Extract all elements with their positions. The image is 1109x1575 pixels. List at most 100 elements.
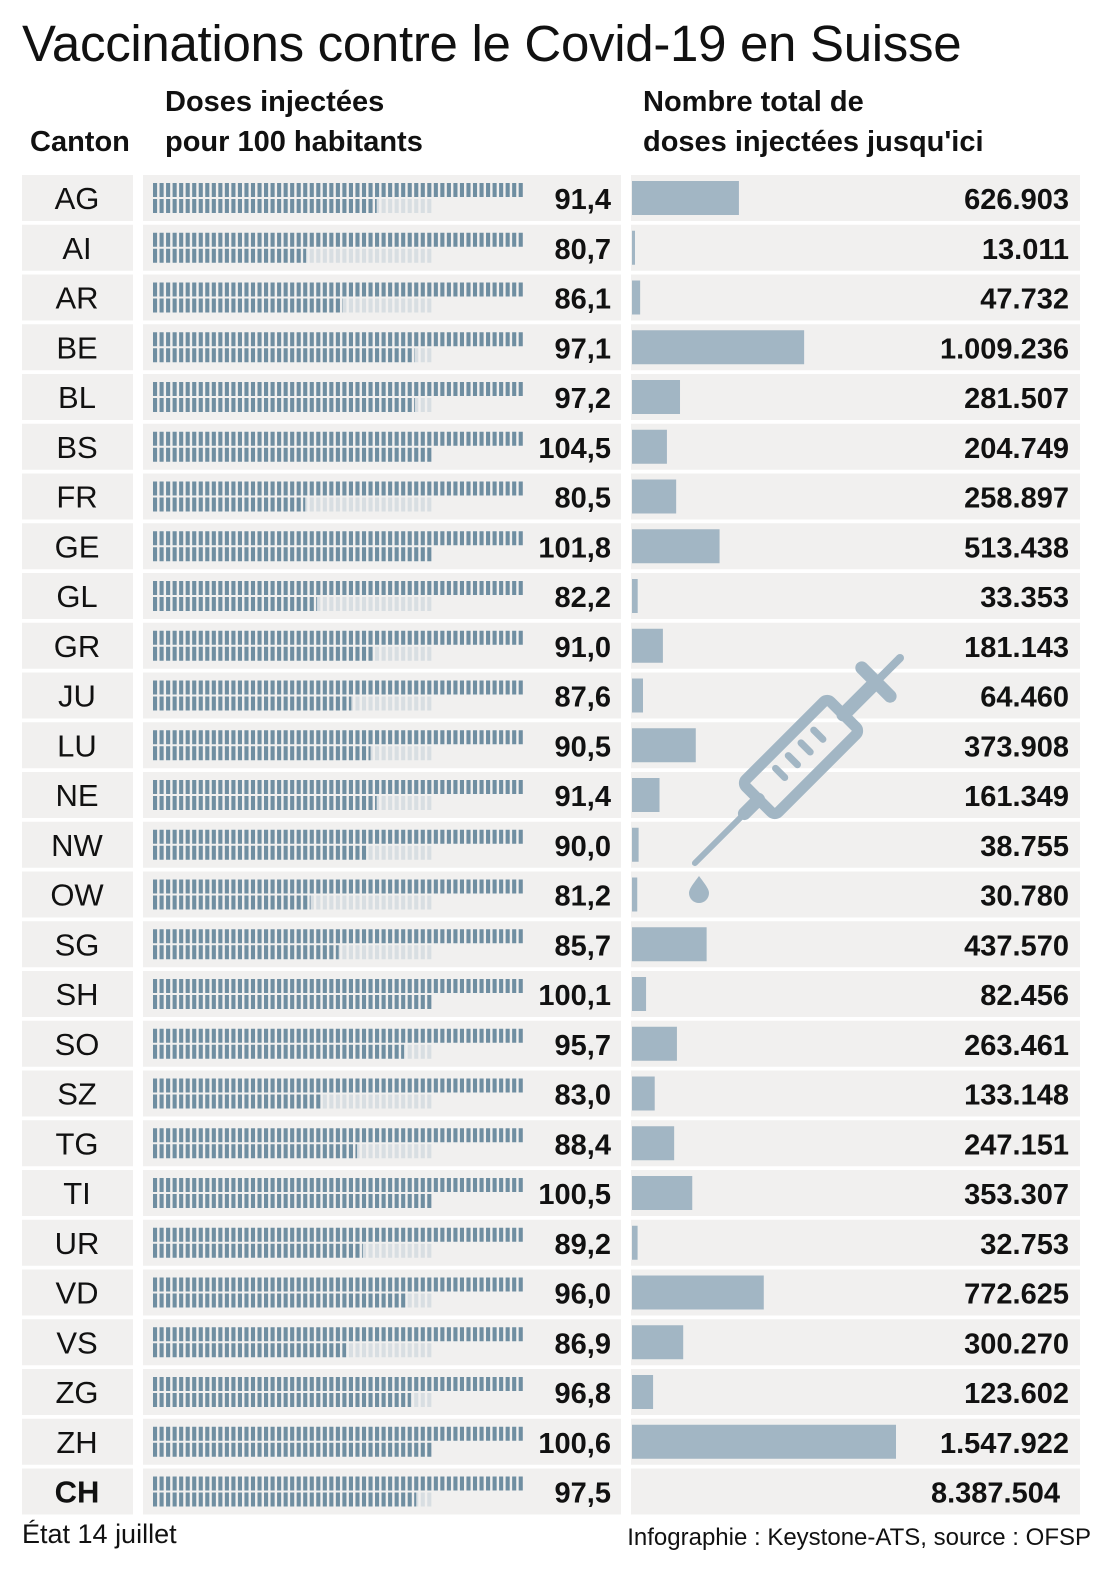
tick-filled [211,780,216,794]
tick-filled [244,1442,249,1457]
tick-filled [224,183,229,197]
tick-filled [499,829,504,844]
tick-filled [211,680,216,695]
tick-empty [348,1343,353,1358]
tick-empty [375,945,380,960]
tick-filled [172,1293,177,1308]
tick-empty [407,1243,412,1258]
tick-filled [414,1227,419,1242]
tick-filled [316,1277,321,1292]
tick-filled [237,447,242,462]
tick-filled [342,447,347,462]
tick-filled [335,1293,340,1308]
tick-filled [153,1492,158,1507]
tick-filled [185,1144,190,1159]
tick-filled [257,248,262,263]
tick-empty [401,796,406,810]
tick-filled [420,183,425,197]
tick-filled [381,282,386,297]
tick-filled [329,1178,334,1192]
tick-filled [270,531,275,546]
tick-filled [237,332,242,347]
tick-filled [244,995,249,1009]
tick-filled [172,183,177,197]
tick-filled [407,829,412,844]
tick-filled [264,895,269,910]
total-value-label: 13.011 [982,234,1069,266]
tick-filled [159,1028,164,1043]
tick-filled [518,730,523,745]
tick-filled [166,398,171,412]
tick-filled [407,531,412,546]
tick-filled [290,1426,295,1441]
tick-filled [185,447,190,462]
tick-filled [427,382,432,396]
tick-filled [316,1293,321,1308]
tick-filled [375,447,380,462]
tick-filled [361,730,367,745]
tick-filled [420,979,425,993]
tick-filled [205,248,210,263]
tick-partial [348,696,352,711]
tick-filled [472,1377,478,1391]
tick-filled [257,1044,262,1059]
tick-filled [290,1293,295,1308]
tick-filled [303,547,308,562]
tick-filled [231,199,236,213]
tick-filled [231,1377,236,1391]
tick-filled [394,1194,399,1208]
tick-filled [322,1343,327,1358]
tick-filled [283,1492,288,1507]
tick-filled [185,1194,190,1208]
tick-filled [394,730,399,745]
tick-filled [401,1028,406,1043]
tick-filled [342,1426,347,1441]
tick-filled [185,547,190,562]
tick-filled [335,1476,340,1491]
tick-filled [159,232,164,247]
tick-filled [303,979,308,993]
tick-empty [427,1293,432,1308]
tick-filled [211,696,216,711]
table-row: SH 100,1 82.456 [22,971,1080,1017]
doses-cell [143,1070,621,1117]
tick-filled [440,332,445,347]
tick-filled [198,348,203,363]
tick-empty [381,646,386,661]
tick-filled [179,531,184,546]
tick-filled [231,1277,236,1292]
tick-filled [211,1492,216,1507]
tick-filled [381,1044,386,1059]
tick-filled [192,581,197,595]
tick-filled [459,879,465,894]
tick-filled [159,895,164,910]
tick-empty [381,199,386,213]
tick-filled [296,1078,301,1093]
doses-cell [143,821,621,868]
tick-filled [205,730,210,745]
canton-label: BL [58,380,96,415]
tick-filled [192,398,197,412]
tick-filled [375,382,380,396]
tick-filled [355,995,360,1009]
tick-filled [166,232,171,247]
tick-filled [316,1044,321,1059]
tick-filled [322,979,327,993]
tick-filled [518,282,523,297]
doses-cell [143,1468,621,1515]
tick-filled [231,1243,236,1258]
tick-filled [303,1393,308,1407]
tick-filled [205,348,210,363]
tick-filled [296,780,301,794]
tick-filled [264,398,269,412]
tick-filled [192,1327,197,1342]
tick-filled [368,1442,373,1457]
tick-filled [179,1128,184,1143]
total-value-label: 30.780 [980,881,1069,913]
tick-filled [329,1144,334,1159]
tick-filled [316,1442,321,1457]
tick-partial [375,199,377,213]
tick-filled [218,1277,223,1292]
tick-filled [453,431,458,446]
tick-filled [237,1442,242,1457]
